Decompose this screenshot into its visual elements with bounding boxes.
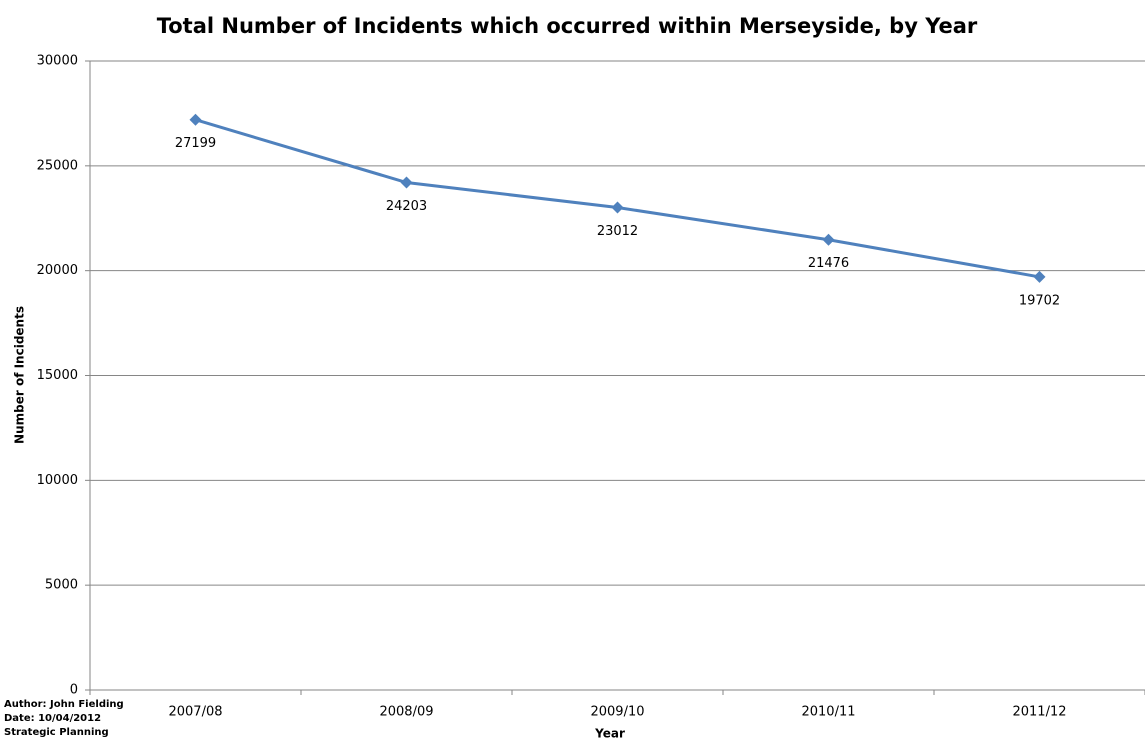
y-tick-label: 25000 bbox=[37, 158, 78, 173]
y-tick-label: 20000 bbox=[37, 263, 78, 278]
y-tick-label: 0 bbox=[70, 683, 78, 698]
note: Author: John Fielding bbox=[4, 699, 124, 710]
marker bbox=[189, 113, 202, 126]
note: Strategic Planning bbox=[4, 727, 109, 738]
line bbox=[195, 118, 1040, 279]
marker bbox=[611, 201, 624, 214]
y-tick-label: 5000 bbox=[45, 578, 78, 593]
x-tick-label: 2007/08 bbox=[168, 705, 222, 720]
x-tick-label: 2010/11 bbox=[801, 705, 855, 720]
data-label: 19702 bbox=[1019, 293, 1060, 308]
data-label: 24203 bbox=[386, 199, 427, 214]
marker bbox=[1033, 270, 1046, 283]
chart-title: Total Number of Incidents which occurred… bbox=[157, 14, 978, 38]
data-label: 23012 bbox=[597, 224, 638, 239]
data-label: 27199 bbox=[175, 136, 216, 151]
x-tick-label: 2008/09 bbox=[379, 705, 433, 720]
marker bbox=[400, 176, 413, 189]
marker bbox=[822, 233, 835, 246]
x-axis-title: Year bbox=[594, 727, 625, 740]
x-tick-label: 2009/10 bbox=[590, 705, 644, 720]
y-tick-label: 15000 bbox=[37, 368, 78, 383]
y-axis-title: Number of Incidents bbox=[13, 306, 27, 444]
x-tick-label: 2011/12 bbox=[1012, 705, 1066, 720]
y-tick-label: 10000 bbox=[37, 473, 78, 488]
data-label: 21476 bbox=[808, 256, 849, 271]
y-tick-label: 30000 bbox=[37, 54, 78, 69]
note: Date: 10/04/2012 bbox=[4, 713, 101, 724]
